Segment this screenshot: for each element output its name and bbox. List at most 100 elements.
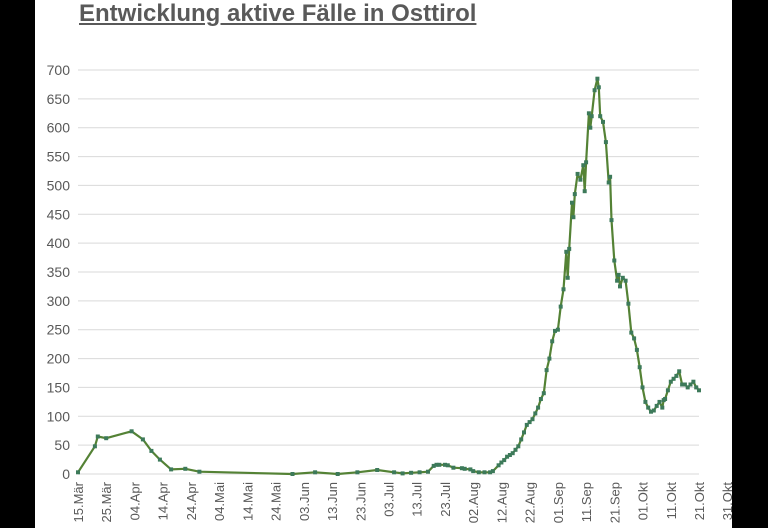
data-point <box>616 272 621 277</box>
data-point <box>657 399 662 404</box>
y-tick-label: 700 <box>47 62 71 78</box>
series-line <box>77 77 700 476</box>
x-tick-label: 14.Apr <box>156 481 171 520</box>
x-tick-label: 23.Jun <box>353 482 368 521</box>
y-tick-label: 400 <box>47 235 71 251</box>
data-point <box>682 382 687 387</box>
data-point <box>601 119 605 124</box>
data-point <box>571 215 576 220</box>
data-point <box>533 411 538 416</box>
data-point <box>417 470 422 475</box>
data-point <box>603 140 608 145</box>
data-point <box>674 373 679 378</box>
data-point <box>513 447 518 452</box>
data-point <box>544 368 549 373</box>
data-point <box>561 287 566 292</box>
data-point <box>694 385 699 390</box>
x-tick-label: 25.Mär <box>99 481 114 522</box>
y-tick-label: 0 <box>62 466 70 482</box>
data-point <box>612 258 617 263</box>
data-point <box>584 160 589 165</box>
data-point <box>76 470 80 475</box>
x-tick-label: 13.Jul <box>410 482 425 517</box>
data-point <box>400 471 405 476</box>
x-tick-label: 31.Okt <box>720 482 732 521</box>
data-point <box>335 472 340 476</box>
y-tick-label: 500 <box>47 177 71 193</box>
data-point <box>643 399 648 404</box>
data-point <box>519 437 524 442</box>
x-tick-label: 04.Apr <box>127 481 142 520</box>
data-point <box>632 336 637 341</box>
x-tick-label: 11.Sep <box>579 482 594 522</box>
data-point <box>691 379 696 384</box>
data-point <box>581 163 586 168</box>
line-chart: 0 50 100 150 200 250 300 350 400 450 500 550 600 650 7… <box>47 62 732 523</box>
chart-title: Entwicklung aktive Fälle in Osttirol <box>79 0 477 27</box>
data-point <box>649 409 653 414</box>
data-point <box>589 114 594 119</box>
x-tick-label: 01.Sep <box>551 482 566 523</box>
data-point <box>558 304 563 309</box>
data-point <box>595 76 600 81</box>
x-tick-label: 22.Aug <box>523 482 538 523</box>
data-point <box>510 451 515 456</box>
data-point <box>443 462 447 467</box>
x-tick-label: 04.Mai <box>212 482 227 521</box>
data-point <box>140 437 145 442</box>
data-point <box>565 275 570 280</box>
data-point <box>626 301 631 306</box>
data-point <box>663 397 668 401</box>
data-point <box>623 278 628 283</box>
chart-canvas: Entwicklung aktive Fälle in Osttirol 0 50… <box>35 0 732 528</box>
data-point <box>618 284 622 289</box>
data-point <box>431 463 436 468</box>
data-point <box>468 467 473 472</box>
data-point <box>471 469 476 474</box>
x-tick-label: 24.Apr <box>184 481 199 520</box>
data-point <box>582 189 587 194</box>
data-point <box>505 454 510 459</box>
y-axis: 0 50 100 150 200 250 300 350 400 450 500 550 600 650 7… <box>47 62 71 482</box>
data-point <box>536 405 541 410</box>
y-tick-label: 350 <box>47 264 71 280</box>
data-point <box>575 171 580 176</box>
y-tick-label: 650 <box>47 91 71 107</box>
data-point <box>654 403 659 408</box>
data-point <box>697 388 701 393</box>
y-tick-label: 300 <box>47 293 71 309</box>
data-point <box>451 465 456 470</box>
data-point <box>488 470 493 475</box>
x-tick-label: 15.Mär <box>71 481 86 522</box>
data-point <box>496 463 501 468</box>
x-tick-label: 14.Mai <box>240 482 255 521</box>
y-tick-label: 600 <box>47 120 71 136</box>
data-point <box>586 111 591 116</box>
data-point <box>651 408 656 413</box>
x-tick-label: 23.Jul <box>438 482 453 517</box>
data-point <box>629 330 634 335</box>
data-point <box>197 469 202 474</box>
data-point <box>499 460 504 465</box>
data-point <box>313 470 318 475</box>
data-point <box>646 405 651 410</box>
x-tick-label: 02.Aug <box>466 482 481 523</box>
x-tick-label: 01.Okt <box>636 482 651 521</box>
data-point <box>507 453 512 457</box>
y-tick-label: 250 <box>47 322 71 338</box>
data-point <box>290 472 295 476</box>
data-point <box>157 457 162 462</box>
x-tick-label: 13.Jun <box>325 482 340 521</box>
data-point <box>434 462 439 467</box>
data-point <box>516 444 521 449</box>
data-point <box>608 174 613 179</box>
data-point <box>609 218 614 223</box>
data-point <box>149 448 154 453</box>
data-point <box>437 462 442 467</box>
x-tick-label: 03.Jun <box>297 482 312 521</box>
x-tick-label: 24.Mai <box>269 482 284 521</box>
data-point <box>538 397 543 401</box>
data-point <box>462 466 467 471</box>
data-point <box>392 470 397 475</box>
data-point <box>95 434 100 439</box>
